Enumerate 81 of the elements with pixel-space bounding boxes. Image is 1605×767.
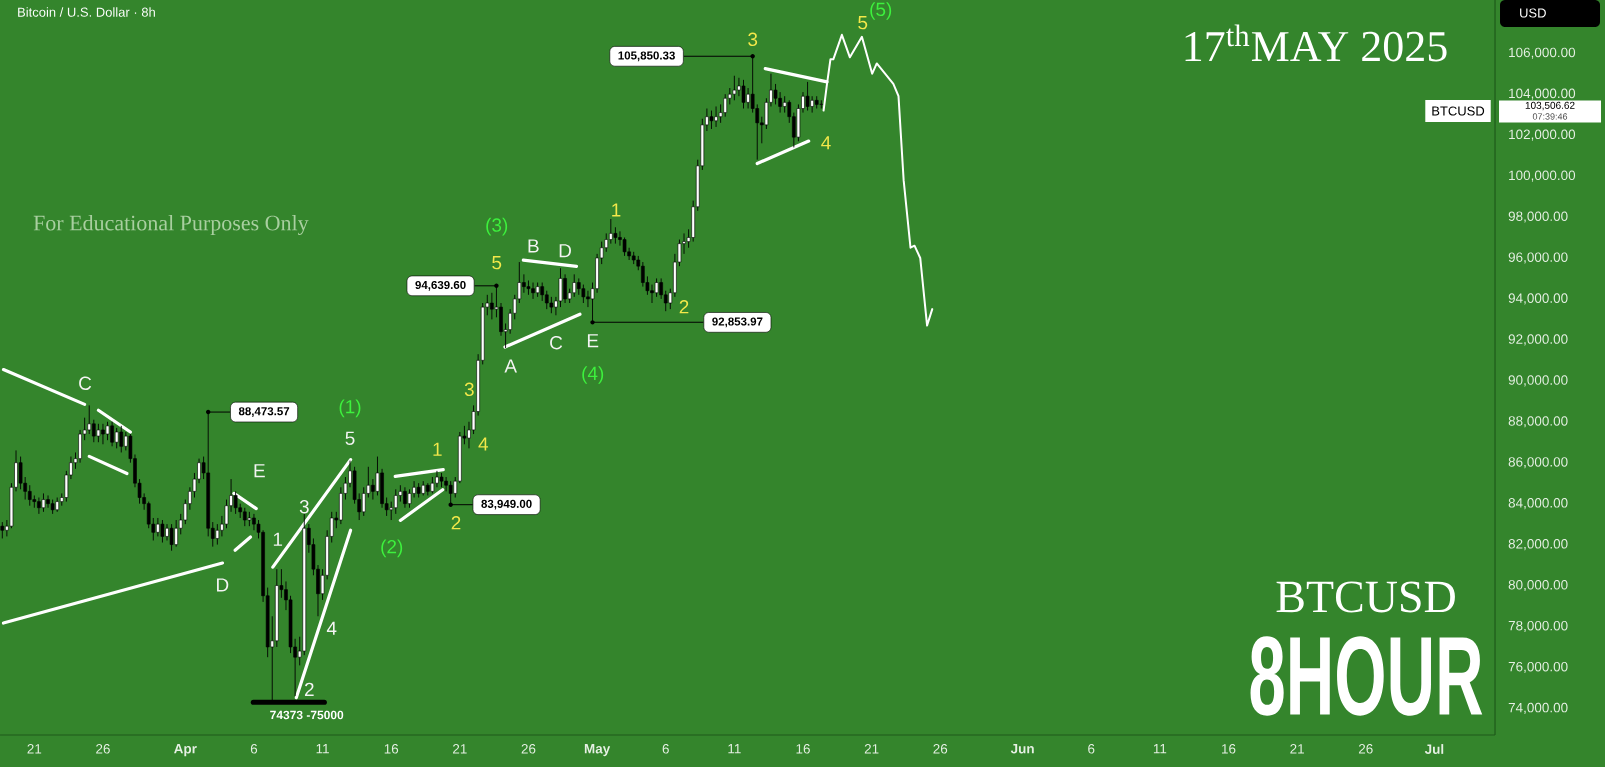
annotation: 88,473.57 [238,407,290,417]
annotation: For Educational Purposes Only [33,215,309,235]
y-tick-label: 96,000.00 [1508,252,1568,264]
annotation: B [528,239,539,253]
annotation: BTCUSD [1276,581,1455,613]
x-tick-label: Jul [1424,744,1444,754]
annotation: E [254,464,265,478]
annotation: (2) [381,539,403,558]
y-tick-label: 100,000.00 [1509,170,1576,182]
x-tick-label: 21 [453,744,467,754]
y-tick-label: 102,000.00 [1509,129,1576,141]
annotation: 94,639.60 [415,280,466,291]
annotation: 2 [679,300,689,314]
y-tick-label: 94,000.00 [1508,293,1568,305]
annotation: E [587,334,599,348]
x-tick-label: 11 [1153,744,1167,754]
annotation: C [550,335,563,350]
annotation: C [79,376,92,391]
x-tick-label: 6 [1088,744,1095,754]
annotation: (3) [486,217,508,236]
y-axis-title: USD [1520,8,1546,18]
x-tick-label: 11 [316,744,329,754]
annotation: 4 [821,136,831,150]
y-tick-label: 76,000.00 [1508,661,1568,674]
y-tick-label: 80,000.00 [1508,579,1568,592]
annotation: 3 [748,32,758,47]
annotation: 2 [451,516,461,530]
x-tick-label: 26 [1358,744,1373,754]
annotation: 1 [612,203,621,217]
annotation: (4) [582,366,604,384]
annotation: 4 [326,621,337,635]
x-tick-label: 21 [1290,744,1304,754]
annotation: (1) [339,399,361,418]
chart-title: Bitcoin / U.S. Dollar · 8h [18,7,155,17]
annotation: 83,949.00 [481,499,532,510]
y-tick-label: 90,000.00 [1508,375,1568,387]
annotation: 1 [273,532,283,546]
y-tick-label: 98,000.00 [1508,211,1568,223]
annotation: 92,853.97 [712,317,763,328]
text: 103,506.62 [1525,101,1575,111]
annotation: A [504,359,518,373]
y-tick-label: 104,000.00 [1509,88,1576,100]
annotation: D [559,244,571,258]
y-tick-label: 106,000.00 [1509,47,1576,59]
x-tick-label: 11 [728,744,741,754]
annotation: 5 [345,431,355,445]
x-tick-label: 26 [96,744,110,754]
x-tick-label: 26 [933,744,948,754]
x-tick-label: Apr [174,744,197,757]
annotation: 3 [464,382,474,397]
x-tick-label: 6 [662,744,669,754]
y-tick-label: 92,000.00 [1508,334,1568,346]
x-tick-label: 16 [796,744,810,754]
x-tick-label: 16 [384,744,399,754]
x-tick-label: 16 [1222,744,1236,754]
annotation: 4 [478,437,489,451]
annotation: (5) [870,2,892,20]
x-tick-label: 21 [27,744,42,754]
annotation: 17$^{th}$MAY 2025 [1185,24,1447,62]
annotation: 1 [433,442,442,456]
annotation: 5 [492,256,502,270]
x-tick-label: Jun [1010,744,1034,754]
y-tick-label: 88,000.00 [1508,416,1568,428]
x-tick-label: 21 [864,744,879,754]
text: 07:39:46 [1532,113,1568,120]
y-tick-label: 74,000.00 [1508,702,1568,714]
x-tick-label: 26 [521,744,536,754]
annotation: 3 [299,499,309,514]
annotation: 105,850.33 [618,51,675,62]
annotation: D [217,578,229,592]
y-tick-label: 78,000.00 [1508,620,1568,633]
y-tick-label: 84,000.00 [1508,498,1568,510]
y-tick-label: 86,000.00 [1508,457,1568,469]
annotation: 2 [304,682,314,696]
annotation: 5 [858,16,868,30]
annotation: 8HOUR [1250,636,1483,716]
annotation: 74373 -75000 [270,710,344,720]
annotation: BTCUSD [1432,106,1485,116]
x-tick-label: May [584,744,611,757]
x-tick-label: 6 [250,744,258,754]
y-tick-label: 82,000.00 [1508,539,1568,551]
